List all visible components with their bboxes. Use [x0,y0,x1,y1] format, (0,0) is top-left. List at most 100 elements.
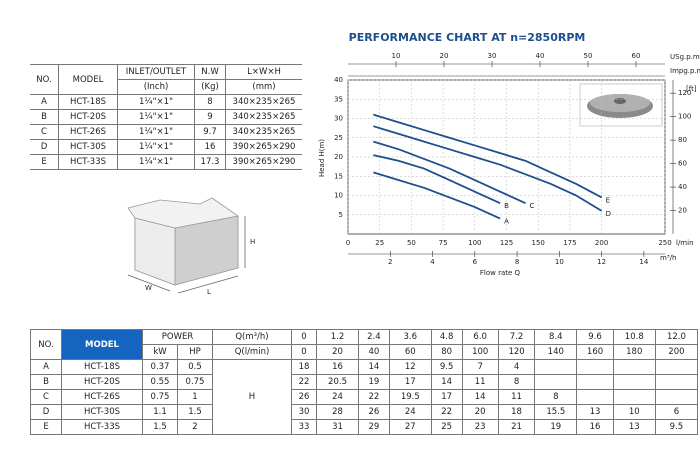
header-cell: 140 [534,344,578,360]
table-cell: 26 [358,404,390,420]
header-cell: 200 [654,344,699,360]
table-cell: 16 [315,359,360,375]
y2-unit: [ft] [686,85,697,93]
table-row: (Inch) (Kg) (mm) [30,79,302,95]
curve [373,154,501,205]
table-cell: 11 [461,374,499,390]
y-tick-label: 5 [339,211,343,219]
table-cell: 28 [315,404,360,420]
x2-tick-label: 10 [555,258,564,266]
y2-tick-label: 60 [678,160,687,168]
top-tick-label: 40 [536,52,545,60]
table-cell: 11 [497,389,536,405]
table-cell [576,389,614,405]
table-cell: 0.55 [142,374,178,390]
table-cell: 0.75 [142,389,178,405]
x-tick-label: 250 [658,239,671,247]
table-cell: 17 [430,389,463,405]
curve-label: D [606,210,611,218]
table-cell: 1 [177,389,213,405]
top-tick-label: 30 [488,52,497,60]
table-cell [576,374,614,390]
box-w-label: W [145,284,152,292]
table-cell: 1.5 [142,419,178,435]
table-cell: 4 [497,359,536,375]
table-cell: 33 [291,419,317,435]
table-cell: 29 [358,419,390,435]
y-tick-label: 15 [334,172,343,180]
pump-photo [579,83,663,127]
table-cell: H [212,359,292,435]
x-tick-label: 75 [439,239,448,247]
table-cell: 20.5 [315,374,360,390]
table-cell: 24 [388,404,432,420]
table-cell: 20 [461,404,499,420]
curve-label: E [606,196,610,204]
header-cell: 3.6 [388,329,432,345]
x-tick-label: 25 [375,239,384,247]
x-unit: l/min [676,239,694,247]
table-row: D HCT-30S 1.1 1.5 30 28 26 24 22 20 18 15.5 13 10 6 [30,404,699,420]
top-unit: USg.p.m [670,53,700,61]
header-cell: 160 [576,344,614,360]
header-cell: 20 [315,344,360,360]
table-row: E HCT-33S 1¼"×1" 17.3 390×265×290 [30,154,302,170]
table-cell: 8 [497,374,536,390]
y2-tick-label: 80 [678,136,687,144]
table-cell: 31 [315,419,360,435]
header-cell: MODEL [61,329,143,360]
table-cell: 7 [461,359,499,375]
header-cell: kW [142,344,178,360]
table-cell [654,374,699,390]
table-cell: 23 [461,419,499,435]
table-cell: HCT-30S [61,404,143,420]
y2-tick-label: 100 [678,113,691,121]
table-cell [612,359,656,375]
table-cell: 1.1 [142,404,178,420]
curve-label: A [504,218,509,226]
header-cell: 12.0 [654,329,699,345]
table-cell: 13 [612,419,656,435]
table-cell: 22 [291,374,317,390]
header-cell: 4.8 [430,329,463,345]
table-cell: HCT-33S [61,419,143,435]
header-cell: 9.6 [576,329,614,345]
header-cell: NO. [30,329,62,360]
table-cell: 1.5 [177,404,213,420]
curve-label: C [530,202,535,210]
table-cell [534,359,578,375]
table-cell: D [30,404,62,420]
table-cell: E [30,419,62,435]
table-cell: C [30,389,62,405]
table-row: NO. MODEL POWER Q(m³/h) 0 1.2 2.4 3.6 4.8 6.0 7.2 8… [30,329,699,360]
y-tick-label: 30 [334,115,343,123]
table-cell: 10 [612,404,656,420]
x2-tick-label: 12 [597,258,606,266]
x-tick-label: 125 [500,239,513,247]
table-cell: 16 [576,419,614,435]
header-cell: 7.2 [497,329,536,345]
header-cell: 0 [291,329,317,345]
table-cell: 2 [177,419,213,435]
table-cell: 17.3 [194,154,226,170]
header-cell: Q(m³/h) [212,329,292,345]
table-cell: 19.5 [388,389,432,405]
table-cell: 19 [358,374,390,390]
table-cell: 14 [430,374,463,390]
curve [373,113,603,199]
table-cell: 0.75 [177,374,213,390]
table-row: B HCT-20S 1¼"×1" 9 340×235×265 [30,109,302,125]
x-tick-label: 150 [532,239,545,247]
table-row: D HCT-30S 1¼"×1" 16 390×265×290 [30,139,302,155]
header-cell: 0 [291,344,317,360]
table-cell: 0.5 [177,359,213,375]
table-cell [576,359,614,375]
curve [373,125,603,212]
carton-box [127,197,246,294]
y-axis-label: Head H(m) [318,139,326,177]
top-tick-label: 10 [392,52,401,60]
table-row: C HCT-26S 1¼"×1" 9.7 340×235×265 [30,124,302,140]
x-tick-label: 200 [595,239,608,247]
